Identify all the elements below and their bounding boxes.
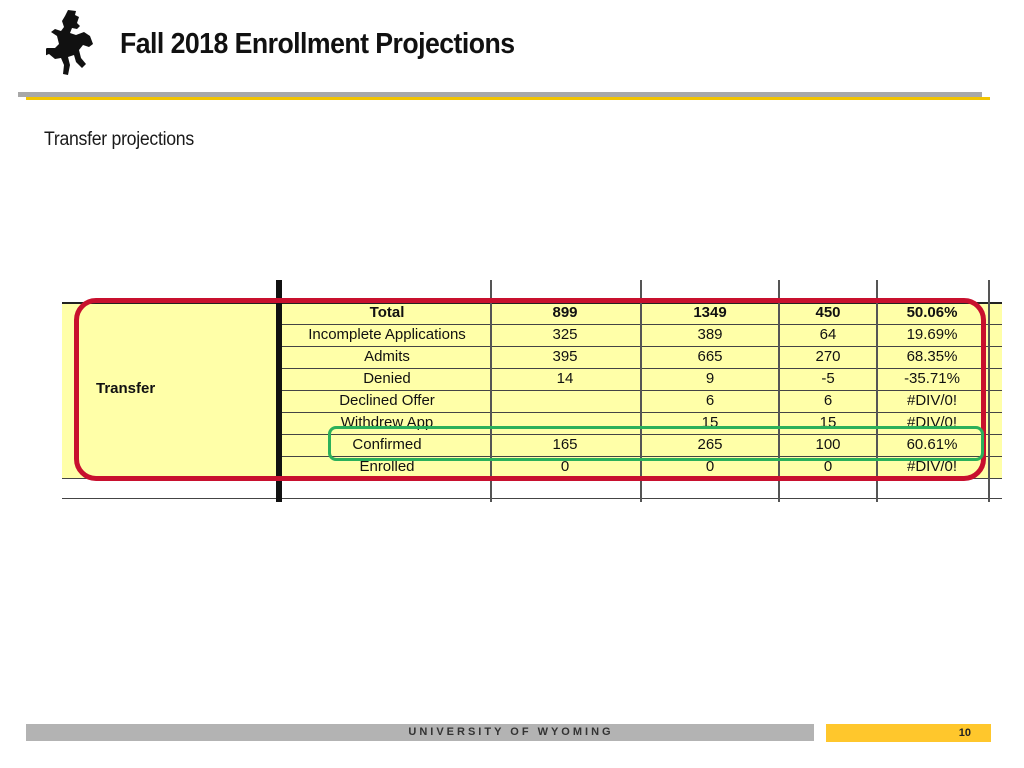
row-divider: [282, 412, 1002, 413]
row-divider: [282, 346, 1002, 347]
table-cell: 64: [819, 326, 837, 343]
row-divider: [282, 390, 1002, 391]
table-cell: 68.35%: [906, 348, 958, 365]
table-cell: 0: [705, 458, 715, 475]
table-cell: 165: [552, 436, 578, 453]
row-divider: [282, 434, 1002, 435]
row-divider: [282, 368, 1002, 369]
column-divider: [640, 280, 642, 502]
footer-bar: [26, 724, 814, 741]
confirmed-highlight-outline: [328, 426, 984, 461]
row-label: Enrolled: [359, 458, 415, 475]
table-cell: 270: [815, 348, 841, 365]
table-cell: 325: [552, 326, 578, 343]
transfer-table: Transfer Total 899 1349 450 50.06% Incom…: [62, 280, 1002, 502]
table-cell: #DIV/0!: [906, 458, 958, 475]
row-divider: [282, 324, 1002, 325]
column-divider: [876, 280, 878, 502]
bucking-horse-rider-icon: [46, 10, 93, 75]
row-label: Incomplete Applications: [308, 326, 466, 343]
table-cell: #DIV/0!: [906, 392, 958, 409]
header-accent-divider: [26, 97, 990, 100]
table-cell: 665: [697, 348, 723, 365]
row-label: Declined Offer: [339, 392, 435, 409]
column-divider: [988, 280, 990, 502]
table-cell: 0: [560, 458, 570, 475]
footer-university: UNIVERSITY OF WYOMING: [408, 726, 614, 738]
table-cell: 450: [815, 304, 841, 321]
section-subtitle: Transfer projections: [44, 129, 194, 150]
row-label: Total: [369, 304, 405, 321]
header-divider: [18, 92, 982, 97]
row-label: Admits: [364, 348, 410, 365]
group-label: Transfer: [96, 380, 156, 397]
table-cell: 14: [556, 370, 574, 387]
column-divider: [778, 280, 780, 502]
table-cell: 9: [705, 370, 715, 387]
table-cell: -5: [821, 370, 835, 387]
page-title: Fall 2018 Enrollment Projections: [120, 28, 515, 60]
page-number-box: 10: [826, 724, 991, 742]
row-divider: [62, 498, 1002, 499]
table-cell: 265: [697, 436, 723, 453]
table-cell: 1349: [693, 304, 727, 321]
table-cell: 50.06%: [906, 304, 958, 321]
table-cell: 395: [552, 348, 578, 365]
row-divider: [62, 302, 1002, 304]
table-cell: 100: [815, 436, 841, 453]
transfer-highlight-outline: [74, 298, 986, 481]
table-cell: 389: [697, 326, 723, 343]
table-cell: 6: [823, 392, 833, 409]
table-cell: 0: [823, 458, 833, 475]
column-divider: [276, 280, 282, 502]
table-cell: 899: [552, 304, 578, 321]
row-divider: [282, 456, 1002, 457]
table-cell: 60.61%: [906, 436, 958, 453]
table-cell: -35.71%: [904, 370, 960, 387]
table-cell: 6: [705, 392, 715, 409]
row-label: Confirmed: [352, 436, 422, 453]
column-divider: [490, 280, 492, 502]
table-cell: 19.69%: [906, 326, 958, 343]
page-number: 10: [958, 727, 971, 739]
row-label: Denied: [363, 370, 411, 387]
